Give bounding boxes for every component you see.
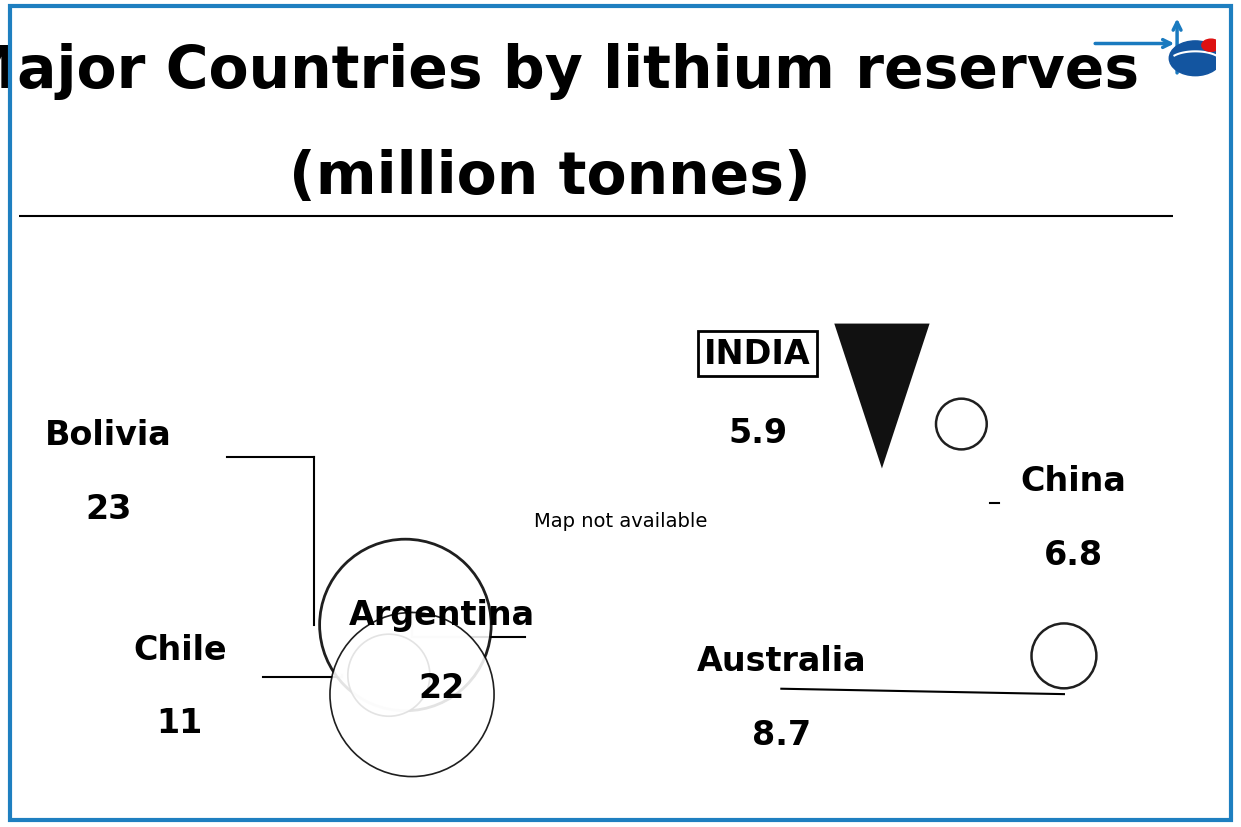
- Text: Australia: Australia: [696, 644, 866, 677]
- Ellipse shape: [936, 399, 987, 450]
- Text: 6.8: 6.8: [1044, 538, 1103, 571]
- Text: Bolivia: Bolivia: [45, 418, 171, 452]
- Polygon shape: [834, 324, 930, 469]
- Text: 23: 23: [86, 492, 132, 525]
- Ellipse shape: [347, 634, 429, 716]
- Text: 11: 11: [156, 706, 202, 739]
- Text: 22: 22: [418, 672, 465, 705]
- Text: INDIA: INDIA: [704, 337, 810, 370]
- Text: Map not available: Map not available: [534, 512, 707, 530]
- Circle shape: [1201, 40, 1220, 52]
- Text: (million tonnes): (million tonnes): [289, 148, 810, 205]
- Text: China: China: [1020, 465, 1126, 498]
- Circle shape: [1169, 42, 1221, 77]
- Ellipse shape: [330, 613, 494, 777]
- Text: Chile: Chile: [133, 633, 227, 666]
- Text: 5.9: 5.9: [728, 417, 787, 450]
- Text: 8.7: 8.7: [752, 718, 810, 751]
- Ellipse shape: [320, 539, 491, 711]
- Text: Argentina: Argentina: [349, 598, 535, 631]
- Ellipse shape: [1031, 624, 1096, 689]
- Text: Major Countries by lithium reserves: Major Countries by lithium reserves: [0, 43, 1139, 100]
